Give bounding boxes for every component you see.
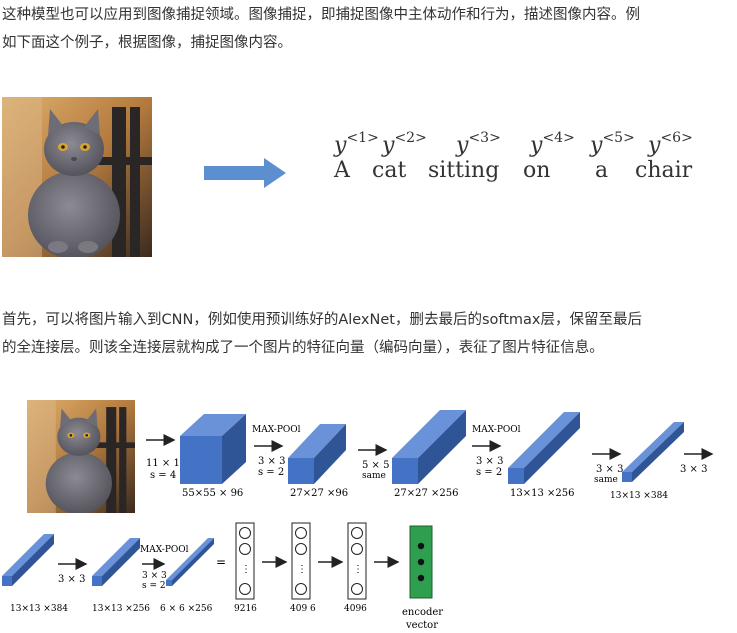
- block-13x13x384: [622, 422, 684, 482]
- caption-label-3: y<3>: [456, 130, 501, 158]
- conv1-stride: s = 4: [150, 470, 176, 481]
- row2-block2-size: 13×13 ×256: [92, 604, 150, 614]
- encoder-label-2: vector: [405, 620, 438, 631]
- conv3-pad: same: [594, 475, 618, 485]
- fc3-size: 4096: [344, 604, 367, 614]
- fc2-dots: ⋮: [297, 564, 307, 575]
- fc3-dots: ⋮: [353, 564, 363, 575]
- conv2-pad: same: [362, 471, 386, 481]
- alexnet-diagram: 11 × 11 s = 4 55×55 × 96 MAX-POOl 3 × 3 …: [2, 410, 714, 631]
- fc2-size: 409 6: [290, 604, 316, 614]
- intro-line-2: 如下面这个例子，根据图像，捕捉图像内容。: [2, 35, 292, 51]
- conv2-kernel: 5 × 5: [362, 460, 389, 471]
- block-27x27x96: [288, 424, 346, 484]
- block5-size: 13×13 ×384: [610, 491, 668, 501]
- conv3-kernel: 3 × 3: [596, 464, 623, 475]
- pool1-kernel: 3 × 3: [258, 456, 285, 467]
- encoder-vector: [409, 525, 433, 599]
- intro-paragraph: 这种模型也可以应用到图像捕捉领域。图像捕捉，即捕捉图像中主体动作和行为，描述图像…: [2, 1, 722, 57]
- pool3-title: MAX-POOl: [140, 545, 189, 555]
- cat-photo: [2, 97, 152, 257]
- pool1-title: MAX-POOl: [252, 425, 301, 435]
- cnn-paragraph: 首先，可以将图片输入到CNN，例如使用预训练好的AlexNet，删去最后的sof…: [2, 306, 722, 362]
- fc-layer-4096-a: [291, 522, 311, 600]
- block-27x27x256: [392, 410, 466, 484]
- conv5-kernel: 3 × 3: [58, 574, 85, 585]
- conv1-kernel: 11 × 11: [146, 458, 186, 469]
- block6-size: 6 × 6 ×256: [160, 604, 213, 614]
- caption-label-6: y<6>: [648, 130, 693, 158]
- caption-label-4: y<4>: [530, 130, 575, 158]
- fc-layer-9216: [235, 522, 255, 600]
- equals-sign: =: [216, 555, 226, 569]
- block-13x13x256: [508, 412, 580, 484]
- caption-word-2: cat: [372, 158, 407, 183]
- pool1-stride: s = 2: [258, 467, 284, 478]
- block-6x6x256: [166, 538, 214, 586]
- caption-word-4: on: [523, 158, 551, 183]
- intro-line-1: 这种模型也可以应用到图像捕捉领域。图像捕捉，即捕捉图像中主体动作和行为，描述图像…: [2, 7, 640, 23]
- caption-label-1: y<1>: [334, 130, 379, 158]
- block-row2-13x13x256: [92, 538, 140, 586]
- conv4-kernel: 3 × 3: [680, 464, 707, 475]
- encoder-label-1: encoder: [402, 607, 443, 618]
- pool3-kernel: 3 × 3: [142, 571, 167, 581]
- caption-label-5: y<5>: [590, 130, 635, 158]
- block3-size: 27×27 ×256: [394, 488, 458, 499]
- fc1-size: 9216: [234, 604, 257, 614]
- block-row2-13x13x384: [2, 534, 54, 586]
- block-55x55x96: [180, 414, 246, 484]
- block4-size: 13×13 ×256: [510, 488, 574, 499]
- cnn-line-1: 首先，可以将图片输入到CNN，例如使用预训练好的AlexNet，删去最后的sof…: [2, 312, 643, 328]
- caption-sequence: y<1> y<2> y<3> y<4> y<5> y<6> A cat sitt…: [330, 130, 710, 190]
- pool2-stride: s = 2: [476, 467, 502, 478]
- right-arrow-icon: [204, 158, 288, 192]
- block1-size: 55×55 × 96: [182, 488, 243, 499]
- cat-photo-small: [27, 400, 135, 513]
- fc1-dots: ⋮: [241, 564, 251, 575]
- pool2-title: MAX-POOl: [472, 425, 521, 435]
- cnn-line-2: 的全连接层。则该全连接层就构成了一个图片的特征向量（编码向量），表征了图片特征信…: [2, 340, 604, 356]
- fc-layer-4096-b: [347, 522, 367, 600]
- caption-word-5: a: [595, 158, 609, 183]
- pool3-stride: s = 2: [142, 581, 166, 591]
- caption-word-3: sitting: [428, 158, 500, 183]
- row2-block1-size: 13×13 ×384: [10, 604, 68, 614]
- pool2-kernel: 3 × 3: [476, 456, 503, 467]
- caption-word-1: A: [334, 158, 350, 183]
- caption-label-2: y<2>: [382, 130, 427, 158]
- block2-size: 27×27 ×96: [290, 488, 348, 499]
- caption-word-6: chair: [635, 158, 693, 183]
